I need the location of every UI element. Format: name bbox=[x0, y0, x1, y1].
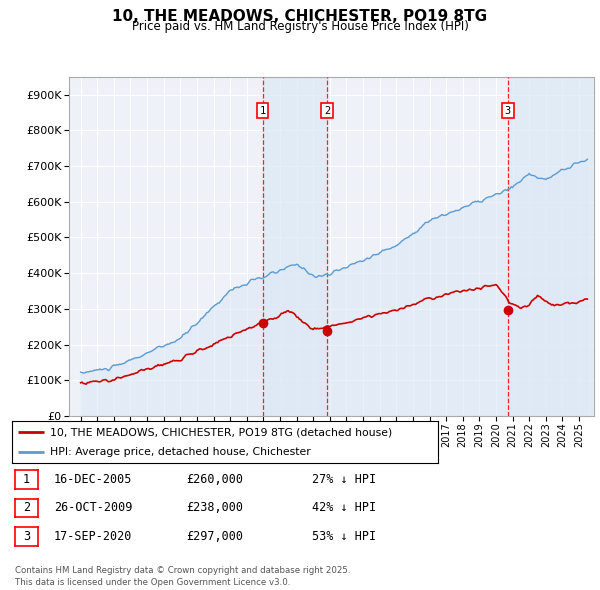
Text: 16-DEC-2005: 16-DEC-2005 bbox=[54, 473, 133, 486]
Text: 1: 1 bbox=[260, 106, 266, 116]
Text: £260,000: £260,000 bbox=[186, 473, 243, 486]
Text: 42% ↓ HPI: 42% ↓ HPI bbox=[312, 502, 376, 514]
Text: 3: 3 bbox=[23, 530, 30, 543]
Text: 2: 2 bbox=[324, 106, 330, 116]
Text: 1: 1 bbox=[23, 473, 30, 486]
Text: 10, THE MEADOWS, CHICHESTER, PO19 8TG: 10, THE MEADOWS, CHICHESTER, PO19 8TG bbox=[112, 9, 488, 24]
Text: HPI: Average price, detached house, Chichester: HPI: Average price, detached house, Chic… bbox=[50, 447, 311, 457]
Text: £238,000: £238,000 bbox=[186, 502, 243, 514]
Text: £297,000: £297,000 bbox=[186, 530, 243, 543]
Bar bbox=[263, 77, 327, 416]
Text: 26-OCT-2009: 26-OCT-2009 bbox=[54, 502, 133, 514]
Text: 3: 3 bbox=[505, 106, 511, 116]
Text: 2: 2 bbox=[23, 502, 30, 514]
Text: Contains HM Land Registry data © Crown copyright and database right 2025.
This d: Contains HM Land Registry data © Crown c… bbox=[15, 566, 350, 587]
Text: 53% ↓ HPI: 53% ↓ HPI bbox=[312, 530, 376, 543]
Text: 17-SEP-2020: 17-SEP-2020 bbox=[54, 530, 133, 543]
Text: 10, THE MEADOWS, CHICHESTER, PO19 8TG (detached house): 10, THE MEADOWS, CHICHESTER, PO19 8TG (d… bbox=[50, 427, 392, 437]
Bar bbox=[508, 77, 592, 416]
Text: Price paid vs. HM Land Registry's House Price Index (HPI): Price paid vs. HM Land Registry's House … bbox=[131, 20, 469, 33]
Text: 27% ↓ HPI: 27% ↓ HPI bbox=[312, 473, 376, 486]
